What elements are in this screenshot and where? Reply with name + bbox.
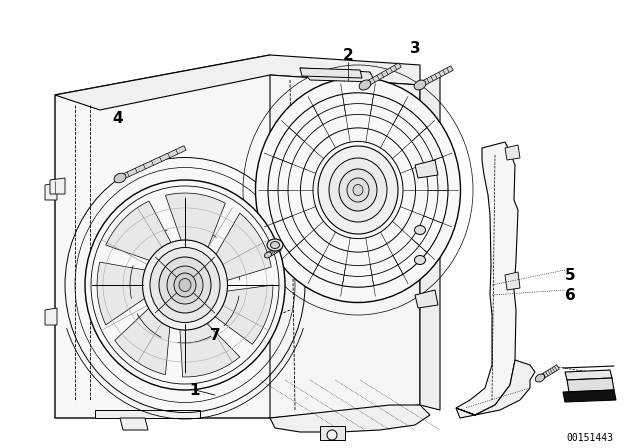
Polygon shape [50, 178, 65, 194]
Polygon shape [364, 63, 401, 87]
Polygon shape [270, 75, 420, 418]
Ellipse shape [85, 180, 285, 390]
Polygon shape [415, 160, 438, 178]
Polygon shape [95, 410, 200, 418]
Polygon shape [120, 418, 148, 430]
Text: 6: 6 [564, 288, 575, 302]
Ellipse shape [415, 225, 426, 234]
Ellipse shape [415, 255, 426, 264]
Ellipse shape [353, 185, 363, 195]
Polygon shape [505, 272, 520, 290]
Ellipse shape [143, 240, 227, 330]
Polygon shape [45, 183, 57, 200]
Text: 2: 2 [342, 47, 353, 63]
Ellipse shape [359, 80, 371, 90]
Polygon shape [565, 370, 612, 380]
Ellipse shape [159, 257, 211, 313]
Text: 00151443: 00151443 [566, 433, 614, 443]
Polygon shape [55, 55, 280, 418]
Polygon shape [115, 297, 172, 375]
Polygon shape [567, 378, 614, 392]
Polygon shape [539, 365, 559, 380]
Ellipse shape [347, 178, 369, 202]
Text: 7: 7 [210, 327, 220, 343]
Ellipse shape [535, 374, 545, 382]
Ellipse shape [174, 273, 196, 297]
Ellipse shape [179, 279, 191, 292]
Ellipse shape [167, 266, 203, 304]
Polygon shape [505, 145, 520, 160]
Ellipse shape [264, 252, 271, 258]
Text: 3: 3 [410, 40, 420, 56]
Text: 4: 4 [113, 111, 124, 125]
Ellipse shape [255, 78, 461, 302]
Polygon shape [106, 201, 179, 266]
Ellipse shape [329, 158, 387, 222]
Ellipse shape [150, 247, 220, 323]
Polygon shape [270, 405, 430, 432]
Polygon shape [45, 308, 57, 325]
Polygon shape [97, 262, 161, 325]
Ellipse shape [267, 239, 283, 251]
Polygon shape [456, 142, 518, 418]
Ellipse shape [271, 241, 280, 249]
Ellipse shape [327, 430, 337, 440]
Polygon shape [55, 55, 420, 110]
Text: 5: 5 [564, 267, 575, 283]
Text: 1: 1 [189, 383, 200, 397]
Polygon shape [419, 66, 453, 87]
Polygon shape [300, 68, 375, 82]
Ellipse shape [414, 80, 426, 90]
Ellipse shape [114, 173, 126, 183]
Polygon shape [456, 360, 535, 415]
Polygon shape [320, 426, 345, 440]
Polygon shape [165, 193, 225, 263]
Ellipse shape [318, 146, 398, 234]
Polygon shape [202, 285, 273, 344]
Polygon shape [415, 290, 438, 308]
Polygon shape [119, 146, 186, 180]
Ellipse shape [339, 169, 377, 211]
Polygon shape [300, 68, 362, 78]
Polygon shape [420, 75, 440, 410]
Polygon shape [179, 311, 240, 377]
Polygon shape [563, 390, 616, 402]
Polygon shape [207, 213, 271, 285]
Polygon shape [267, 246, 281, 257]
